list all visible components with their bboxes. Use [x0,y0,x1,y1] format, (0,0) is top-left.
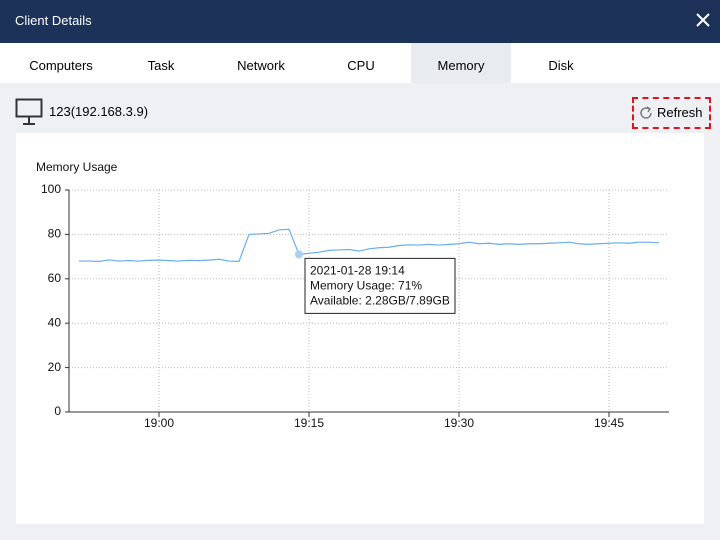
x-tick-label: 19:45 [594,416,624,430]
tab[interactable]: Task [147,58,175,73]
y-tick-label: 80 [48,227,62,241]
x-tick-label: 19:15 [294,416,324,430]
refresh-icon [640,106,652,119]
chart-title: Memory Usage [36,160,118,174]
y-tick-label: 0 [54,404,61,418]
y-tick-label: 100 [41,182,61,196]
y-tick-label: 60 [48,271,62,285]
y-tick-label: 20 [48,360,62,374]
chart-panel: Memory Usage 0 20 40 60 80 100 19:00 19:15 19:30… [16,133,704,524]
refresh-label: Refresh [657,105,703,120]
tab[interactable]: Disk [548,58,574,73]
tooltip-box [304,257,456,314]
y-tick-label: 40 [48,315,62,329]
tab[interactable]: Computers [29,58,93,73]
chart: Memory Usage 0 20 40 60 80 100 19:00 19:15 19:30… [36,160,669,430]
x-tick-label: 19:30 [444,416,474,430]
tooltip-line: Memory Usage: 71% [310,279,422,293]
highlight-point [295,250,303,259]
tooltip-line: 2021-01-28 19:14 [310,264,405,278]
tooltip-line: Available: 2.28GB/7.89GB [310,294,450,308]
x-tick-label: 19:00 [144,416,174,430]
refresh-button[interactable]: Refresh [632,97,711,129]
monitor-icon [15,98,43,125]
tab-bar: Computers Task Network CPU Memory Disk [0,43,720,83]
tab[interactable]: Network [237,58,285,73]
line [79,228,660,263]
title-bar: Client Details [0,0,720,43]
client-name: 123(192.168.3.9) [49,104,149,119]
close-button[interactable] [695,12,711,28]
window-title: Client Details [15,13,92,28]
tab[interactable]: CPU [347,58,375,73]
tab[interactable]: Memory [411,43,511,83]
